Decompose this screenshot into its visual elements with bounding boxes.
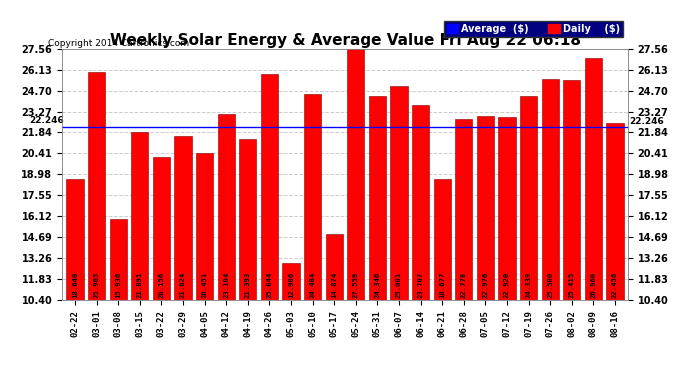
Text: 22.456: 22.456 xyxy=(612,272,618,298)
Bar xyxy=(217,114,235,300)
Text: 25.500: 25.500 xyxy=(547,272,553,298)
Text: Copyright 2014 Cartronics.com: Copyright 2014 Cartronics.com xyxy=(48,39,190,48)
Text: 23.707: 23.707 xyxy=(417,272,424,298)
Text: 12.906: 12.906 xyxy=(288,272,294,298)
Text: 24.484: 24.484 xyxy=(310,272,315,298)
Text: 14.874: 14.874 xyxy=(331,272,337,298)
Bar xyxy=(196,153,213,300)
Text: 25.415: 25.415 xyxy=(569,272,575,298)
Bar xyxy=(391,86,408,300)
Text: 20.156: 20.156 xyxy=(159,272,164,298)
Text: 22.920: 22.920 xyxy=(504,272,510,298)
Text: 25.001: 25.001 xyxy=(396,272,402,298)
Bar xyxy=(520,96,538,300)
Bar xyxy=(368,96,386,300)
Text: 22.246: 22.246 xyxy=(30,116,64,125)
Text: 25.844: 25.844 xyxy=(266,272,273,298)
Bar xyxy=(412,105,429,300)
Text: 22.778: 22.778 xyxy=(461,272,466,298)
Bar xyxy=(239,139,257,300)
Bar xyxy=(175,136,192,300)
Bar xyxy=(131,132,148,300)
Text: 26.960: 26.960 xyxy=(591,272,596,298)
Bar xyxy=(563,80,580,300)
Text: 18.677: 18.677 xyxy=(439,272,445,298)
Bar xyxy=(455,119,473,300)
Bar xyxy=(326,234,343,300)
Bar xyxy=(477,116,494,300)
Bar xyxy=(607,123,624,300)
Bar xyxy=(152,157,170,300)
Bar xyxy=(261,74,278,300)
Bar xyxy=(542,79,559,300)
Text: 27.559: 27.559 xyxy=(353,272,359,298)
Title: Weekly Solar Energy & Average Value Fri Aug 22 06:18: Weekly Solar Energy & Average Value Fri … xyxy=(110,33,580,48)
Bar xyxy=(66,179,83,300)
Text: 15.936: 15.936 xyxy=(115,272,121,298)
Text: 21.891: 21.891 xyxy=(137,272,143,298)
Bar xyxy=(433,179,451,300)
Bar xyxy=(347,49,364,300)
Bar xyxy=(584,57,602,300)
Text: 20.451: 20.451 xyxy=(201,272,208,298)
Text: 21.624: 21.624 xyxy=(180,272,186,298)
Text: 24.346: 24.346 xyxy=(375,272,380,298)
Text: 25.965: 25.965 xyxy=(94,272,99,298)
Bar xyxy=(88,72,106,300)
Text: 22.976: 22.976 xyxy=(482,272,489,298)
Bar xyxy=(498,117,515,300)
Bar xyxy=(282,263,299,300)
Text: 23.104: 23.104 xyxy=(224,272,229,298)
Text: 18.640: 18.640 xyxy=(72,272,78,298)
Text: 22.246: 22.246 xyxy=(629,117,664,126)
Text: 24.339: 24.339 xyxy=(526,272,531,298)
Legend: Average  ($), Daily    ($): Average ($), Daily ($) xyxy=(444,21,623,37)
Bar xyxy=(110,219,127,300)
Bar xyxy=(304,94,322,300)
Text: 21.393: 21.393 xyxy=(245,272,251,298)
